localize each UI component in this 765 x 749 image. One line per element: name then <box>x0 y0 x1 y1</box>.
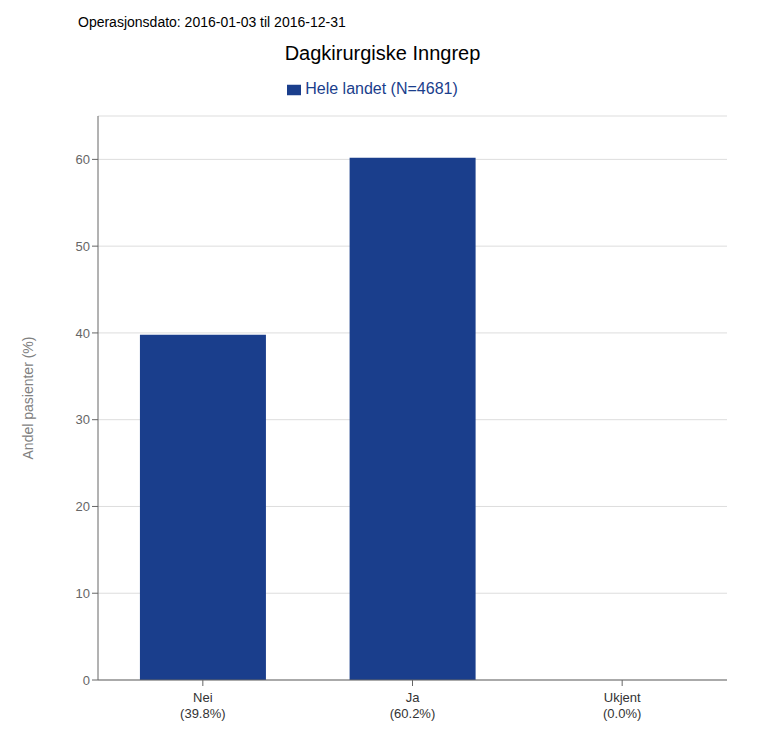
svg-text:Andel pasienter (%): Andel pasienter (%) <box>20 337 36 460</box>
svg-text:0: 0 <box>83 673 90 688</box>
svg-text:60: 60 <box>76 152 90 167</box>
svg-text:Ukjent(0.0%): Ukjent(0.0%) <box>603 690 641 721</box>
svg-text:30: 30 <box>76 412 90 427</box>
svg-text:40: 40 <box>76 326 90 341</box>
svg-text:20: 20 <box>76 499 90 514</box>
svg-text:50: 50 <box>76 239 90 254</box>
svg-text:10: 10 <box>76 586 90 601</box>
html-text:Dagkirurgiske Inngrep: Dagkirurgiske Inngrep <box>284 42 481 64</box>
html-text:Hele landet (N=4681): Hele landet (N=4681) <box>305 80 458 97</box>
html-text:Operasjonsdato: 2016-01-03 til: Operasjonsdato: 2016-01-03 til 2016-12-3… <box>78 14 346 30</box>
svg-text:Nei(39.8%): Nei(39.8%) <box>180 690 226 721</box>
svg-text:Ja(60.2%): Ja(60.2%) <box>390 690 436 721</box>
